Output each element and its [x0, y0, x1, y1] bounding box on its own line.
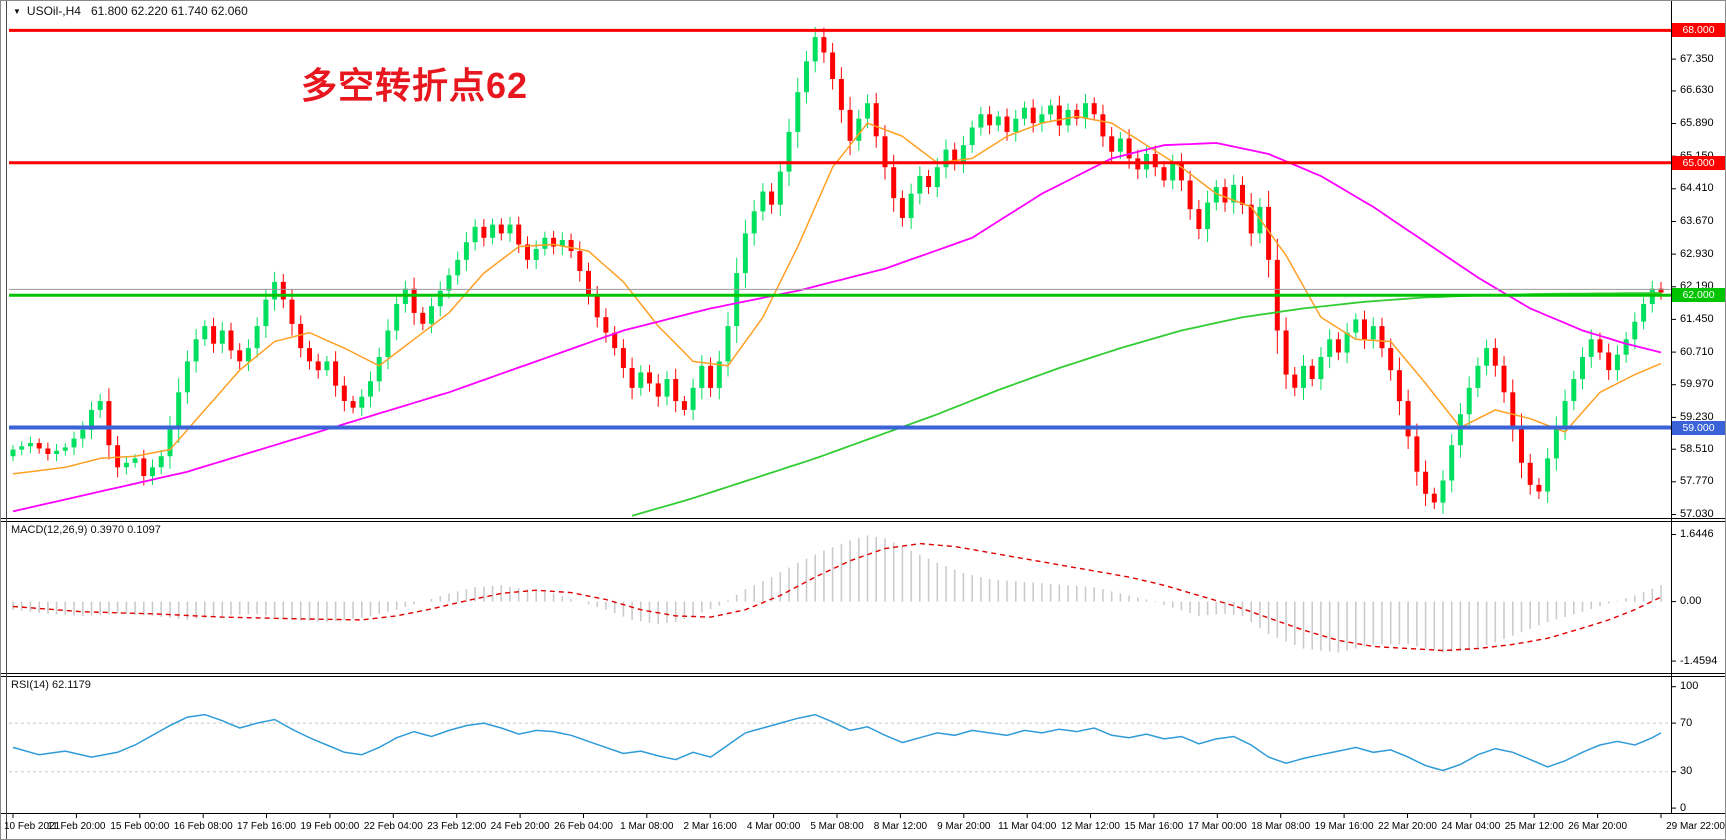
time-tick-label: 17 Feb 16:00: [237, 821, 296, 832]
price-tick-label: 67.350: [1680, 52, 1714, 65]
price-tick-label: 62.930: [1680, 247, 1714, 260]
price-line-box: 68.000: [1672, 23, 1725, 38]
macd-indicator-label: MACD(12,26,9) 0.3970 0.1097: [11, 524, 161, 536]
expander-triangle-icon[interactable]: ▼: [13, 7, 21, 16]
macd-values: 0.3970 0.1097: [90, 524, 161, 536]
rsi-name: RSI(14): [11, 679, 49, 691]
time-tick-label: 5 Mar 08:00: [810, 821, 864, 832]
ma-mid-line[interactable]: [12, 142, 1662, 513]
time-tick-label: 19 Feb 00:00: [300, 821, 360, 832]
price-annotation-text[interactable]: 多空转折点62: [301, 65, 529, 106]
rsi-tick-label: 70: [1680, 716, 1693, 729]
time-tick-label: 15 Mar 16:00: [1124, 821, 1184, 832]
time-tick-label: 9 Mar 20:00: [937, 821, 991, 832]
time-tick-label: 26 Mar 20:00: [1568, 821, 1628, 832]
price-tick-label: 65.890: [1680, 117, 1714, 129]
time-tick-label: 1 Mar 08:00: [620, 821, 674, 832]
time-tick-label: 22 Mar 20:00: [1378, 821, 1437, 832]
price-line-box: 62.000: [1672, 288, 1725, 303]
time-tick-label: 18 Mar 08:00: [1251, 821, 1311, 832]
price-tick-label: 64.410: [1680, 182, 1714, 195]
time-tick-label: 12 Mar 12:00: [1061, 821, 1120, 832]
macd-tick-label: -1.4594: [1680, 654, 1718, 667]
time-tick-label: 17 Mar 00:00: [1187, 821, 1247, 832]
symbol-timeframe-label: USOil-,H4: [26, 4, 81, 18]
time-tick-label: 11 Mar 04:00: [998, 821, 1057, 832]
time-tick-label: 26 Feb 04:00: [554, 821, 613, 832]
time-tick-label: 10 Feb 2021: [4, 821, 61, 832]
time-tick-label: 8 Mar 12:00: [873, 821, 928, 832]
ohlc-values: 61.800 62.220 61.740 62.060: [90, 4, 248, 18]
time-tick-label: 29 Mar 22:00: [1666, 821, 1725, 832]
price-tick-label: 59.970: [1680, 378, 1714, 391]
price-tick-label: 59.230: [1680, 410, 1714, 423]
time-tick-label: 25 Mar 12:00: [1504, 821, 1564, 832]
window-frame-edge: [6, 1, 7, 839]
time-tick-label: 2 Mar 16:00: [683, 821, 737, 832]
time-tick-label: 24 Feb 20:00: [490, 821, 550, 832]
rsi-tick-label: 0: [1680, 801, 1687, 814]
price-tick-label: 57.030: [1680, 508, 1714, 520]
price-line-box: 65.000: [1672, 155, 1725, 170]
price-tick-label: 61.450: [1680, 312, 1714, 325]
macd-tick-label: 0.00: [1680, 595, 1702, 608]
chart-title: ▼ USOil-,H4 61.800 62.220 61.740 62.060: [13, 4, 248, 18]
rsi-tick-label: 100: [1680, 680, 1699, 693]
time-tick-label: 16 Feb 08:00: [173, 821, 233, 832]
time-tick-label: 23 Feb 12:00: [427, 821, 487, 832]
rsi-tick-label: 30: [1680, 765, 1693, 778]
candlesticks[interactable]: [10, 27, 1664, 514]
rsi-indicator-label: RSI(14) 62.1179: [11, 679, 91, 691]
time-tick-label: 22 Feb 04:00: [363, 821, 423, 832]
price-tick-label: 60.710: [1680, 345, 1714, 358]
price-tick-label: 57.770: [1680, 475, 1714, 488]
time-tick-label: 15 Feb 00:00: [110, 821, 170, 832]
time-tick-label: 19 Mar 16:00: [1314, 821, 1374, 832]
rsi-line[interactable]: [12, 713, 1662, 772]
time-tick-label: 4 Mar 00:00: [746, 821, 801, 832]
price-tick-label: 66.630: [1680, 84, 1714, 97]
price-tick-label: 58.510: [1680, 442, 1714, 455]
macd-histogram[interactable]: [12, 535, 1662, 653]
time-tick-label: 24 Mar 04:00: [1441, 821, 1501, 832]
macd-tick-label: 1.6446: [1680, 528, 1714, 540]
price-tick-label: 63.670: [1680, 215, 1714, 227]
macd-name: MACD(12,26,9): [11, 524, 88, 536]
macd-signal-line[interactable]: [12, 542, 1662, 652]
time-tick-label: 11 Feb 20:00: [47, 821, 106, 832]
rsi-value: 62.1179: [51, 679, 91, 691]
price-line-box: 59.000: [1672, 420, 1725, 435]
